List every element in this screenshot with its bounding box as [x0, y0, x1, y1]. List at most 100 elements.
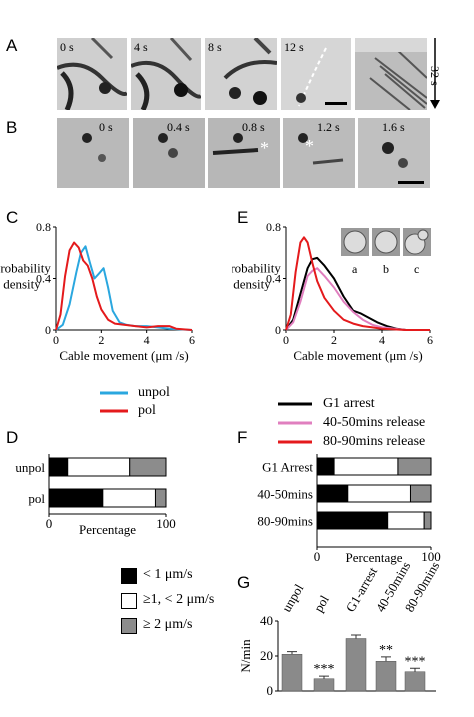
bar: [313, 678, 335, 692]
category-label: unpol: [279, 581, 307, 614]
timestamp: 8 s: [208, 40, 222, 54]
timestamp: 1.2 s: [317, 120, 340, 134]
series-line-g1-arrest: [285, 256, 430, 331]
inset-label-a: a: [352, 262, 358, 276]
micrograph-frame: 4 s: [131, 38, 201, 110]
bar-segment: [67, 457, 131, 477]
micrograph-frame: 1.6 s: [358, 118, 430, 188]
bar-segment: [48, 488, 104, 508]
y-axis-label: density: [233, 277, 271, 292]
panel-label-e: E: [237, 208, 249, 227]
y-tick-label: 0: [275, 323, 281, 337]
legend-swatches-e: [278, 402, 312, 444]
y-axis-label: Probability: [0, 261, 51, 276]
bar-segment: [333, 457, 399, 476]
series-line-40-50mins-release: [285, 267, 430, 331]
legend-item-g1: G1 arrest: [323, 396, 375, 411]
y-tick-label: 40: [260, 613, 273, 628]
x-tick-label: 2: [98, 333, 104, 347]
micrograph-frame: 0.4 s: [133, 118, 205, 188]
inset-label-c: c: [414, 262, 420, 276]
y-tick-label: 20: [260, 648, 273, 663]
legend-item-pol: pol: [138, 403, 156, 418]
bar-segment: [316, 484, 349, 503]
bar: [281, 654, 303, 692]
svg-text:*: *: [305, 136, 314, 156]
x-tick-label: 4: [144, 333, 150, 347]
y-axis-label: Probability: [232, 261, 281, 276]
x-tick-label: 2: [331, 333, 337, 347]
x-axis-label: Cable movement (μm /s): [293, 348, 422, 363]
y-axis-label: density: [3, 277, 41, 292]
legend-item-unpol: unpol: [138, 385, 170, 400]
bin-legend-1: < 1 μm/s: [143, 567, 193, 582]
timestamp: 0.4 s: [167, 120, 190, 134]
x-tick-label: 4: [379, 333, 385, 347]
x-axis-label: Cable movement (μm /s): [59, 348, 188, 363]
micrograph-frame: 12 s: [281, 38, 351, 110]
chart-e: 0 2 4 6 0 0.4 0.8 Probabilitydensity Cable movem…: [232, 220, 433, 363]
bar-segment: [397, 457, 432, 476]
bin-swatch-gray: [121, 618, 137, 634]
chart-f: G1 Arrest 40-50mins 80-90mins 0 100 Percentag…: [257, 454, 441, 565]
significance-marker: **: [379, 643, 393, 658]
bar-segment: [316, 511, 389, 530]
series-line-80-90mins-release: [285, 236, 430, 331]
y-tick-label: 0.8: [36, 220, 51, 234]
panel-label-b: B: [6, 118, 18, 137]
bar-segment: [423, 511, 432, 530]
timestamp: 0 s: [99, 120, 113, 134]
category-label: unpol: [15, 460, 45, 475]
bar-segment: [129, 457, 167, 477]
significance-marker: ***: [405, 654, 426, 669]
x-tick-label: 0: [314, 549, 321, 564]
bin-swatch-white: [121, 593, 137, 609]
category-label: G1 Arrest: [262, 460, 313, 475]
kymograph: [355, 38, 427, 110]
micrograph-frame: 0 s: [57, 118, 129, 188]
bin-swatch-black: [121, 568, 137, 584]
timestamp: 4 s: [134, 40, 148, 54]
timestamp: 12 s: [284, 40, 304, 54]
timestamp: 0 s: [60, 40, 74, 54]
category-label: pol: [28, 491, 45, 506]
bin-legend-3: ≥ 2 μm/s: [143, 617, 193, 632]
panel-label-a: A: [6, 36, 18, 55]
significance-marker: ***: [314, 662, 335, 677]
bar-segment: [347, 484, 411, 503]
legend-item-4050: 40-50mins release: [323, 415, 426, 430]
time-arrow-icon: [430, 38, 440, 109]
bar-segment: [387, 511, 425, 530]
y-tick-label: 0.8: [266, 220, 281, 234]
y-axis-label: N/min: [238, 639, 253, 673]
time-axis-label: 32 s: [428, 66, 442, 86]
category-label: pol: [311, 592, 332, 614]
svg-text:*: *: [260, 138, 269, 158]
x-axis-label: Percentage: [79, 522, 136, 537]
bar-segment: [409, 484, 432, 503]
y-tick-label: 0.4: [36, 272, 51, 286]
bar: [345, 638, 367, 692]
timestamp: 0.8 s: [242, 120, 265, 134]
category-label: 80-90mins: [257, 514, 313, 529]
micrograph-frame: 0 s: [57, 38, 127, 110]
micrograph-frame: * 0.8 s: [208, 118, 280, 188]
bar-segment: [48, 457, 69, 477]
legend-item-8090: 80-90mins release: [323, 434, 426, 449]
y-tick-label: 0.4: [266, 272, 281, 286]
y-tick-label: 0: [45, 323, 51, 337]
x-tick-label: 100: [156, 516, 176, 531]
bar-segment: [154, 488, 167, 508]
micrograph-frame: * 1.2 s: [283, 118, 355, 188]
series-line-unpol: [55, 245, 193, 331]
panel-label-f: F: [237, 428, 248, 447]
bar-segment: [102, 488, 156, 508]
series-line-pol: [55, 241, 193, 331]
x-tick-label: 6: [427, 333, 433, 347]
inset-label-b: b: [383, 262, 389, 276]
bin-legend-2: ≥1, < 2 μm/s: [143, 592, 215, 607]
bar: [375, 661, 397, 692]
timestamp: 1.6 s: [382, 120, 405, 134]
panel-label-g: G: [237, 573, 251, 592]
